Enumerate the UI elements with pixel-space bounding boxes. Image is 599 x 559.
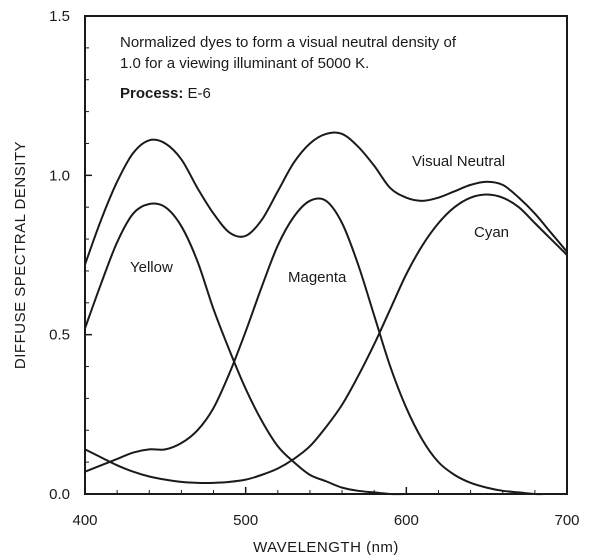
x-tick-label: 400 [72,512,97,529]
y-tick-label: 1.5 [49,8,70,25]
series-line-yellow [84,202,568,496]
axis-tick-labels: 400 500 600 700 0.0 0.5 1.0 1.5 [49,8,579,529]
series-line-magenta [84,197,568,496]
series-label-visual-neutral: Visual Neutral [412,153,505,170]
y-axis-title: DIFFUSE SPECTRAL DENSITY [12,141,29,369]
series-label-magenta: Magenta [288,269,347,286]
series-curves [84,131,568,496]
series-labels: Visual Neutral Yellow Magenta Cyan [130,153,509,286]
x-tick-label: 500 [233,512,258,529]
annotation-process: Process: E-6 [120,85,211,102]
y-tick-label: 0.5 [49,327,70,344]
series-line-cyan [84,193,568,484]
x-tick-label: 700 [554,512,579,529]
x-axis-title: WAVELENGTH (nm) [253,539,399,556]
y-tick-label: 1.0 [49,167,70,184]
annotation-line1: Normalized dyes to form a visual neutral… [120,34,457,51]
process-label: Process: [120,85,183,102]
series-label-cyan: Cyan [474,224,509,241]
annotation-line2: 1.0 for a viewing illuminant of 5000 K. [120,55,369,72]
process-value: E-6 [183,85,211,102]
series-label-yellow: Yellow [130,259,173,276]
series-line-visual-neutral [84,131,568,266]
y-tick-label: 0.0 [49,486,70,503]
x-tick-label: 600 [394,512,419,529]
